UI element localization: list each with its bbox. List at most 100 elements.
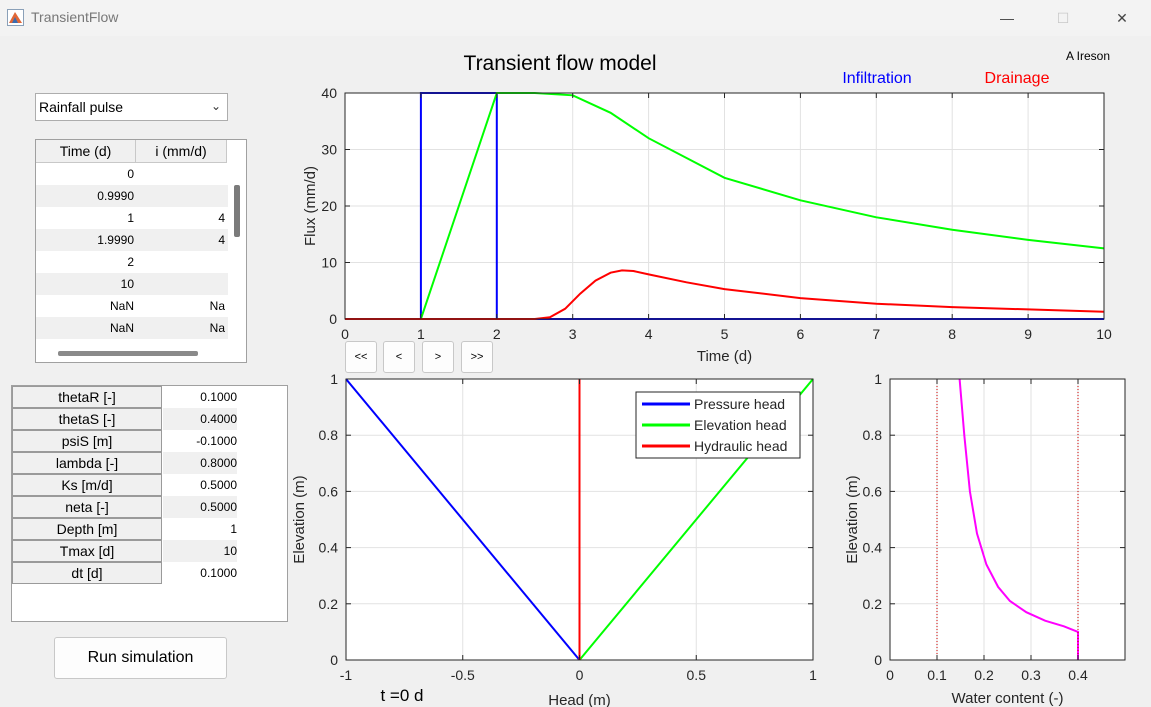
x-tick-label: 0.1 (927, 667, 947, 683)
table-cell-time[interactable]: 0 (127, 167, 134, 181)
table-cell-infiltration[interactable]: Na (209, 321, 225, 335)
legend-infiltration: Infiltration (842, 70, 911, 87)
plot-frame (889, 378, 1126, 661)
series-line-1 (345, 92, 1105, 320)
plot-area (890, 379, 1125, 660)
table-cell-infiltration[interactable]: 4 (218, 233, 225, 247)
column-header-infiltration[interactable]: i (mm/d) (136, 140, 227, 163)
y-tick-label: 0 (330, 652, 338, 668)
parameter-value[interactable]: -0.1000 (196, 434, 237, 448)
x-tick-label: 1 (809, 667, 817, 683)
column-header-time[interactable]: Time (d) (36, 140, 136, 163)
last-step-button[interactable]: >> (461, 341, 493, 373)
parameter-value[interactable]: 0.5000 (200, 478, 237, 492)
parameter-value[interactable]: 0.4000 (163, 408, 237, 430)
parameter-table[interactable]: thetaR [-] 0.1000 thetaS [-] 0.4000 psiS [m]… (11, 385, 288, 622)
series-line-0 (345, 92, 1104, 320)
x-tick-label: 7 (872, 326, 880, 342)
table-row[interactable]: 10 (36, 273, 228, 295)
x-tick-label: 1 (417, 326, 425, 342)
table-cell-time[interactable]: 2 (127, 255, 134, 269)
x-tick-label: 0.2 (974, 667, 994, 683)
y-tick-label: 40 (321, 85, 337, 101)
first-step-button[interactable]: << (345, 341, 377, 373)
maximize-button[interactable]: ☐ (1056, 10, 1070, 26)
plot-frame (345, 378, 814, 661)
y-tick-label: 0.8 (319, 427, 339, 443)
table-cell-infiltration[interactable]: Na (209, 299, 225, 313)
table-cell-infiltration[interactable] (136, 273, 225, 295)
x-tick-label: 5 (721, 326, 729, 342)
table-cell-time[interactable]: NaN (109, 321, 134, 335)
parameter-label: dt [d] (12, 562, 162, 584)
x-tick-label: -1 (340, 667, 353, 683)
parameter-value[interactable]: 0.5000 (163, 496, 237, 518)
table-horizontal-scrollbar[interactable] (58, 351, 198, 356)
series-line-0 (345, 378, 581, 661)
x-tick-label: 0.3 (1021, 667, 1041, 683)
y-tick-label: 0.4 (863, 540, 883, 556)
x-tick-label: 4 (645, 326, 653, 342)
table-cell-time[interactable]: 0.9990 (97, 189, 134, 203)
y-tick-label: 30 (321, 142, 337, 158)
parameter-row: thetaS [-] 0.4000 (12, 408, 238, 430)
y-tick-label: 0 (874, 652, 882, 668)
table-row[interactable]: 0.9990 (36, 185, 228, 207)
previous-step-button[interactable]: < (383, 341, 415, 373)
next-step-button[interactable]: > (422, 341, 454, 373)
dropdown-selected: Rainfall pulse (39, 99, 124, 115)
scenario-dropdown[interactable]: Rainfall pulse ⌄ (35, 93, 228, 121)
legend-label: Elevation head (694, 417, 787, 433)
parameter-value[interactable]: 0.1000 (200, 390, 237, 404)
series-line-0 (958, 378, 1079, 660)
run-simulation-button[interactable]: Run simulation (54, 637, 227, 679)
parameter-value[interactable]: 10 (163, 540, 237, 562)
series-line-2 (345, 269, 1105, 320)
table-cell-infiltration[interactable] (136, 251, 225, 273)
parameter-value[interactable]: 0.1000 (200, 566, 237, 580)
parameter-value[interactable]: 1 (230, 522, 237, 536)
y-tick-label: 0.6 (863, 483, 883, 499)
table-vertical-scrollbar[interactable] (234, 185, 240, 237)
x-tick-label: 2 (493, 326, 501, 342)
window-title: TransientFlow (31, 9, 119, 25)
parameter-value[interactable]: 0.8000 (163, 452, 237, 474)
table-cell-time[interactable]: 1.9990 (97, 233, 134, 247)
x-tick-label: 3 (569, 326, 577, 342)
table-cell-infiltration[interactable]: 4 (218, 211, 225, 225)
series-line-1 (578, 378, 814, 661)
parameter-row: Tmax [d] 10 (12, 540, 238, 562)
table-row[interactable]: NaN Na (36, 317, 228, 339)
x-tick-label: 9 (1024, 326, 1032, 342)
legend-label: Pressure head (694, 396, 785, 412)
table-row[interactable]: NaN Na (36, 295, 228, 317)
plot-frame (344, 92, 1105, 320)
x-axis-label: Head (m) (548, 692, 611, 707)
table-row[interactable]: 2 (36, 251, 228, 273)
table-cell-time[interactable]: NaN (109, 299, 134, 313)
table-cell-time[interactable]: 10 (120, 277, 134, 291)
parameter-row: neta [-] 0.5000 (12, 496, 238, 518)
parameter-row: lambda [-] 0.8000 (12, 452, 238, 474)
rainfall-table[interactable]: Time (d) i (mm/d) 0 0.9990 1 4 1.9990 4 2 10 NaN… (35, 139, 247, 363)
chart-2: 0 0.1 0.2 0.3 0.4 0 0.2 0.4 0.6 0.8 1 Water content… (844, 371, 1126, 707)
legend-label: Hydraulic head (694, 438, 787, 454)
close-button[interactable]: ✕ (1116, 10, 1128, 26)
chart-1: -1 -0.5 0 0.5 1 0 0.2 0.4 0.6 0.8 1 Head (m) Elevati… (291, 371, 817, 707)
y-tick-label: 0.4 (319, 540, 339, 556)
chart-0: 0 1 2 3 4 5 6 7 8 9 10 0 10 20 30 40 Time (d) Flux (mm/d) (302, 85, 1112, 365)
x-axis-label: Water content (-) (952, 690, 1064, 707)
y-axis-label: Elevation (m) (844, 475, 861, 563)
table-row[interactable]: 1.9990 4 (36, 229, 228, 251)
legend-box (635, 391, 801, 459)
table-cell-infiltration[interactable] (136, 185, 225, 207)
x-tick-label: 10 (1096, 326, 1112, 342)
parameter-row: psiS [m] -0.1000 (12, 430, 238, 452)
minimize-button[interactable]: — (1000, 10, 1014, 26)
table-cell-infiltration[interactable] (136, 163, 225, 185)
table-row[interactable]: 0 (36, 163, 228, 185)
legend-drainage: Drainage (985, 70, 1050, 87)
plot-area (345, 93, 1104, 319)
table-cell-time[interactable]: 1 (127, 211, 134, 225)
